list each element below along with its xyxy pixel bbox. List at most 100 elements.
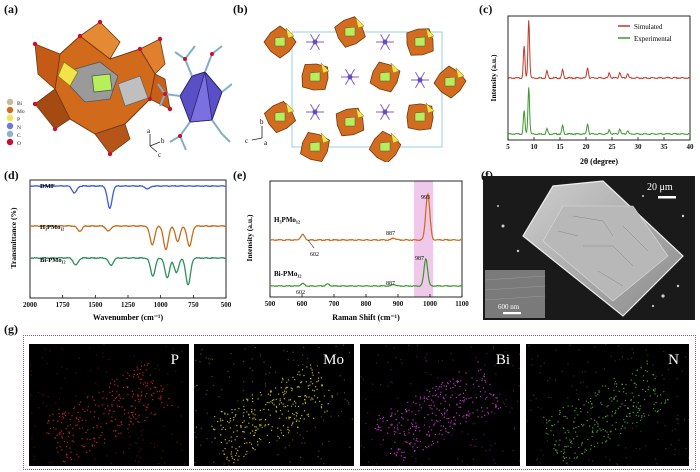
panel-label-b: (b): [233, 2, 248, 16]
keggin-polyoxometalate: [32, 19, 173, 157]
panel-label-d: (d): [4, 168, 19, 182]
edx-dots: [194, 344, 354, 466]
ftir-series-dmf: [29, 184, 226, 209]
raman-label-h3pmo12: H₃PMo₁₂: [274, 216, 300, 224]
x-tick-label: 1100: [455, 300, 469, 308]
edx-map-bi: Bi: [360, 344, 520, 466]
structure-a-svg: Bi Mo P N C O a b c: [6, 19, 232, 159]
packing-bi-complex: [376, 33, 394, 51]
panel-f-sem-image: 600 nm 20 μm: [483, 176, 695, 320]
edx-map-p: P: [29, 344, 189, 466]
panel-label-a: (a): [4, 2, 18, 16]
edx-dots: [360, 344, 520, 466]
axis-a-label-b: a: [264, 139, 268, 147]
panel-label-g: (g): [4, 322, 18, 336]
edx-label-n: N: [668, 352, 679, 368]
x-tick-label: 40: [687, 143, 695, 151]
packing-cluster: [300, 132, 330, 162]
edx-label-mo: Mo: [323, 352, 344, 368]
sem-inset-texture: [484, 275, 546, 301]
ftir-chart: 2000 1750 1500 1250 1000 750 500 DMF H₃PMo₁₂ B…: [9, 179, 232, 322]
packing-cluster: [263, 100, 297, 134]
panel-e-raman: 500 600 700 800 900 1000 1100 H₃PMo₁₂ Bi-PMo₁₂…: [238, 178, 470, 324]
x-tick-label: 1250: [121, 301, 136, 309]
raman-highlight-band: [414, 181, 434, 297]
xrd-ylabel: Intensity (a.u.): [489, 54, 498, 101]
raman-label-bi-pmo12: Bi-PMo₁₂: [274, 270, 302, 278]
axis-triad-b: [251, 126, 263, 141]
raman-ylabel: Intensity (a.u.): [245, 214, 254, 261]
x-tick-label: 5: [506, 143, 510, 151]
edx-map-p-svg: [30, 344, 185, 466]
ftir-xlabel: Wavenumber (cm⁻¹): [93, 313, 164, 322]
raman-ann-h3-993: 993: [421, 195, 430, 201]
axis-a-label: a: [147, 127, 151, 135]
ftir-series-h3pmo12: [29, 224, 226, 251]
legend-text-mo: Mo: [17, 109, 25, 115]
edx-map-mo: Mo: [194, 344, 354, 466]
raman-ann-h3-602: 602: [310, 252, 319, 258]
x-tick-label: 10: [531, 143, 539, 151]
raman-ann-bi-887: 887: [386, 281, 395, 287]
x-tick-label: 2000: [23, 301, 38, 309]
ftir-ylabel: Transmittance (%): [9, 207, 18, 268]
xrd-legend-simulated: Simulated: [634, 23, 663, 31]
panel-a-structure: Bi Mo P N C O a b c: [0, 14, 232, 164]
packing-bi-complex: [306, 103, 324, 121]
legend-dot-mo: [6, 106, 14, 114]
sem-surface-texture: [557, 215, 649, 287]
axis-b-label-b: b: [260, 118, 264, 126]
edx-label-p: P: [170, 352, 179, 368]
xrd-ticks: 5 10 15 20 25 30 35 40: [506, 137, 694, 151]
xrd-series-simulated: [507, 20, 690, 80]
legend-text-bi: Bi: [17, 101, 23, 107]
x-tick-label: 700: [329, 300, 340, 308]
panel-c-xrd: 5 10 15 20 25 30 35 40 Simulated Experimental I…: [478, 10, 700, 170]
x-tick-label: 500: [265, 300, 276, 308]
x-tick-label: 25: [609, 143, 617, 151]
raman-ann-leader-602: [307, 239, 315, 249]
sem-crystal-face: [542, 205, 669, 302]
edx-map-n-svg: [526, 344, 689, 466]
panel-b-packing: b c a: [240, 12, 470, 162]
ftir-series-bi-pmo12: [29, 256, 226, 286]
packing-cluster: [369, 61, 401, 93]
packing-cluster: [263, 25, 297, 59]
packing-cluster: [406, 102, 435, 131]
x-tick-label: 600: [297, 300, 308, 308]
raman-ann-bi-987: 987: [415, 256, 424, 262]
legend-text-n: N: [17, 125, 21, 131]
legend-text-c: C: [17, 133, 21, 139]
raman-series-bi-pmo12: [269, 257, 462, 288]
edx-dots: [30, 344, 185, 466]
edx-dots: [526, 344, 689, 466]
raman-ticks: 500 600 700 800 900 1000 1100: [265, 294, 469, 308]
packing-bi-complex: [306, 33, 324, 51]
sem-scalebar: [658, 196, 676, 199]
bi-dmf-complex: [157, 45, 232, 151]
x-tick-label: 1000: [423, 300, 438, 308]
legend-dot-p: [6, 114, 14, 122]
x-tick-label: 1750: [56, 301, 71, 309]
edx-label-bi: Bi: [495, 352, 510, 368]
xrd-chart: 5 10 15 20 25 30 35 40 Simulated Experimental I…: [489, 15, 694, 166]
x-tick-label: 750: [188, 301, 199, 309]
raman-ann-h3-887: 887: [386, 231, 395, 237]
packing-cluster: [433, 65, 467, 99]
packing-bi-complex: [341, 68, 359, 86]
ftir-ticks: 2000 1750 1500 1250 1000 750 500: [23, 295, 232, 309]
ftir-label-bi-pmo12: Bi-PMo₁₂: [40, 257, 66, 264]
x-tick-label: 1500: [88, 301, 103, 309]
axis-b-label: b: [161, 137, 165, 145]
raman-xlabel: Raman Shift (cm⁻¹): [332, 313, 400, 322]
x-tick-label: 30: [635, 143, 643, 151]
sem-inset-scalebar: [503, 312, 521, 315]
packing-cluster: [368, 130, 402, 162]
legend-text-p: P: [17, 117, 20, 123]
packing-bi-complex: [411, 71, 429, 89]
axis-c-label-b: c: [245, 137, 248, 145]
x-tick-label: 35: [661, 143, 669, 151]
legend-dot-n: [6, 122, 14, 130]
xrd-series-experimental: [507, 87, 690, 136]
panel-label-c: (c): [479, 2, 493, 16]
